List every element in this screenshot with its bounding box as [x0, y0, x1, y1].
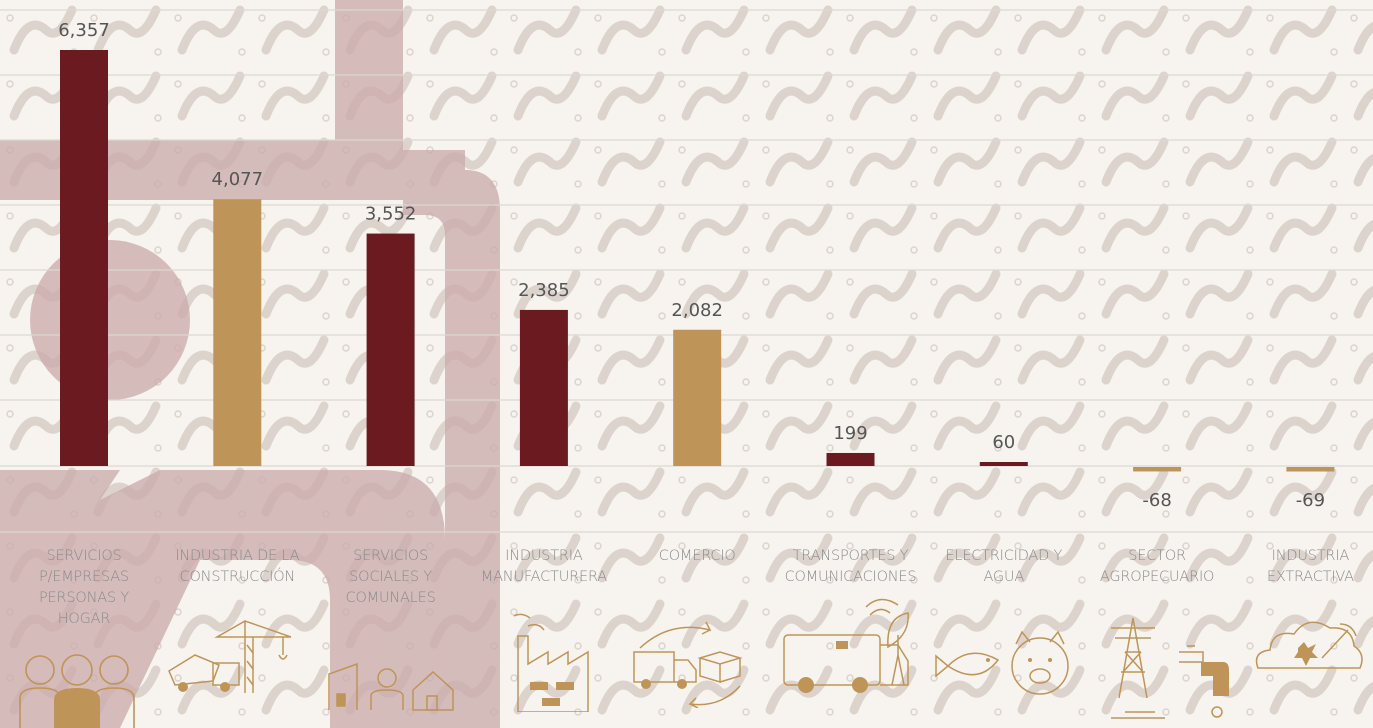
buildings-people-icon: [328, 662, 454, 711]
category-label-line: AGUA: [983, 569, 1025, 585]
value-label: -68: [1142, 490, 1171, 511]
category-label-line: EXTRACTIVA: [1266, 569, 1354, 585]
power-tower-faucet-icon: [1111, 617, 1229, 719]
category-label-line: COMUNICACIONES: [784, 569, 917, 585]
fish-pig-icon: [935, 630, 1069, 695]
bar: [826, 452, 875, 466]
value-label: 4,077: [212, 169, 264, 190]
bars: [60, 50, 1335, 472]
category-label: TRANSPORTES Y COMUNICACIONES: [776, 546, 926, 588]
bar: [673, 329, 722, 466]
van-satellite-icon: [783, 598, 909, 693]
category-label-line: SERVICIOS: [353, 548, 429, 564]
mining-cloud-icon: [1255, 621, 1363, 669]
category-label-line: COMERCIO: [658, 548, 736, 564]
category-label-line: INDUSTRIA: [505, 548, 583, 564]
value-label: 3,552: [365, 204, 417, 225]
people-icon: [19, 654, 135, 728]
value-label: 2,385: [518, 280, 570, 301]
category-label-line: TRANSPORTES Y: [792, 548, 909, 564]
category-label: SECTOR AGROPECUARIO: [1082, 546, 1232, 588]
category-label: INDUSTRIA DE LA CONSTRUCCIÓN: [162, 546, 312, 588]
bar: [213, 199, 262, 466]
bar: [1133, 467, 1182, 472]
delivery-truck-boxes-icon: [633, 621, 743, 708]
category-label-line: INDUSTRIA DE LA: [175, 548, 300, 564]
category-label-line: AGROPECUARIO: [1099, 569, 1215, 585]
category-label-line: SOCIALES Y: [349, 569, 433, 585]
category-label-line: PERSONAS Y: [38, 590, 130, 606]
category-label: SERVICIOS SOCIALES Y COMUNALES: [316, 546, 466, 609]
category-label-line: SERVICIOS: [46, 548, 122, 564]
bar: [1286, 467, 1335, 472]
category-label-line: MANUFACTURERA: [480, 569, 607, 585]
category-label: INDUSTRIA EXTRACTIVA: [1235, 546, 1373, 588]
category-label-line: P/EMPRESAS: [39, 569, 129, 585]
construction-crane-icon: [168, 619, 292, 693]
category-label: SERVICIOS P/EMPRESAS PERSONAS Y HOGAR: [9, 546, 159, 630]
bar: [60, 50, 108, 466]
category-label-line: COMUNALES: [345, 590, 436, 606]
value-label: 60: [992, 432, 1015, 453]
category-label-line: ELECTRICIDAD Y: [945, 548, 1063, 564]
value-label: 199: [833, 423, 867, 444]
category-label-line: HOGAR: [57, 611, 111, 627]
category-label: COMERCIO: [622, 546, 772, 567]
bar: [519, 309, 568, 466]
value-labels: 6,357 4,077 3,552 2,385 2,082 199 60 -68 -69: [58, 20, 1325, 511]
factory-icon: [513, 613, 589, 712]
value-label: 6,357: [58, 20, 110, 41]
bar: [366, 233, 415, 466]
category-label-line: SECTOR: [1128, 548, 1186, 564]
value-label: 2,082: [671, 300, 723, 321]
value-label: -69: [1296, 490, 1325, 511]
category-label-line: INDUSTRIA: [1271, 548, 1350, 564]
category-label-line: CONSTRUCCIÓN: [179, 569, 296, 585]
category-label: ELECTRICIDAD Y AGUA: [929, 546, 1079, 588]
bar: [979, 462, 1028, 466]
category-label: INDUSTRIA MANUFACTURERA: [469, 546, 619, 588]
